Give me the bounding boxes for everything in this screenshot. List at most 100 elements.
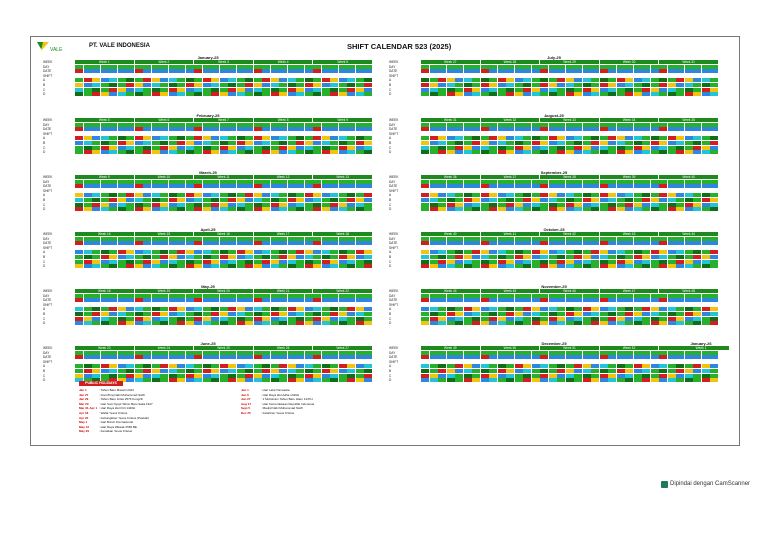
- shift-cell: [211, 141, 220, 145]
- shift-cell: [177, 198, 186, 202]
- shift-cell: [321, 127, 330, 132]
- shift-cell: [565, 78, 574, 83]
- shift-cell: [701, 122, 710, 127]
- shift-cell: [676, 321, 685, 326]
- shift-cell: [219, 141, 228, 145]
- shift-cell: [591, 145, 600, 150]
- week-header: Week 7: [194, 118, 253, 122]
- shift-cell: [489, 236, 498, 241]
- shift-cell: [591, 92, 600, 97]
- week-label: Week 22: [336, 289, 349, 293]
- row-label: DATE: [389, 69, 398, 74]
- shift-cell: [650, 92, 659, 97]
- shift-cell: [92, 193, 101, 198]
- shift-cell: [347, 92, 356, 97]
- shift-cell: [540, 321, 549, 326]
- shift-cell: [287, 145, 296, 150]
- shift-cell: [701, 150, 710, 155]
- shift-cell: [659, 122, 668, 127]
- week-label: Week 6: [158, 118, 170, 122]
- shift-cell: [438, 193, 447, 198]
- shift-cell: [117, 198, 126, 202]
- shift-cell: [455, 298, 464, 303]
- shift-cell: [701, 350, 710, 355]
- shift-cell: [557, 184, 566, 189]
- shift-cell: [557, 193, 566, 198]
- shift-cell: [574, 141, 583, 145]
- shift-cell: [625, 193, 634, 198]
- shift-cell: [143, 378, 152, 383]
- holiday-date: Jun 6: [241, 392, 249, 397]
- shift-cell: [429, 350, 438, 355]
- shift-cell: [219, 355, 228, 360]
- shift-cell: [194, 298, 203, 303]
- shift-cell: [117, 127, 126, 132]
- shift-cell: [506, 202, 515, 207]
- month-label: January-25: [197, 55, 219, 60]
- shift-cell: [625, 250, 634, 255]
- month-label: December-25: [541, 341, 567, 346]
- shift-cell: [480, 316, 489, 321]
- shift-cell: [676, 312, 685, 316]
- shift-cell: [296, 307, 305, 312]
- shift-cell: [338, 78, 347, 83]
- shift-cell: [202, 264, 211, 269]
- week-label: Week 47: [622, 289, 636, 293]
- shift-cell: [253, 321, 262, 326]
- shift-cell: [531, 202, 540, 207]
- shift-cell: [151, 193, 160, 198]
- shift-cell: [455, 83, 464, 87]
- shift-cell: [270, 78, 279, 83]
- shift-cell: [313, 241, 322, 246]
- shift-cell: [287, 179, 296, 184]
- shift-cell: [211, 193, 220, 198]
- shift-cell: [338, 355, 347, 360]
- shift-cell: [523, 378, 532, 383]
- shift-cell: [608, 122, 617, 127]
- shift-cell: [126, 364, 135, 369]
- shift-cell: [347, 378, 356, 383]
- shift-cell: [245, 355, 254, 360]
- shift-cell: [279, 150, 288, 155]
- shift-cell: [633, 236, 642, 241]
- shift-cell: [313, 264, 322, 269]
- shift-cell: [480, 184, 489, 189]
- shift-cell: [330, 373, 339, 378]
- shift-cell: [245, 364, 254, 369]
- shift-cell: [463, 373, 472, 378]
- shift-cell: [236, 321, 245, 326]
- shift-cell: [693, 236, 702, 241]
- shift-cell: [684, 64, 693, 69]
- shift-cell: [514, 293, 523, 298]
- shift-cell: [650, 378, 659, 383]
- month-label: October-25: [543, 227, 565, 232]
- holiday-name: : Kenaikan Yesus Kristus: [99, 429, 133, 434]
- shift-cell: [168, 179, 177, 184]
- week-header: Week 41: [480, 232, 540, 236]
- shift-cell: [429, 136, 438, 141]
- shift-cell: [446, 78, 455, 83]
- shift-cell: [313, 293, 322, 298]
- shift-cell: [160, 316, 169, 321]
- shift-cell: [455, 202, 464, 207]
- shift-cell: [616, 150, 625, 155]
- shift-cell: [253, 78, 262, 83]
- shift-cell: [245, 184, 254, 189]
- shift-cell: [177, 293, 186, 298]
- shift-cell: [126, 369, 135, 373]
- shift-cell: [100, 141, 109, 145]
- shift-cell: [523, 83, 532, 87]
- shift-cell: [608, 236, 617, 241]
- shift-cell: [455, 87, 464, 92]
- week-label: Week 33: [563, 118, 576, 122]
- shift-cell: [446, 378, 455, 383]
- shift-cell: [421, 122, 429, 127]
- shift-cell: [287, 369, 296, 373]
- shift-cell: [710, 312, 719, 316]
- shift-cell: [109, 141, 118, 145]
- shift-cell: [557, 207, 566, 212]
- shift-cell: [676, 264, 685, 269]
- shift-cell: [219, 145, 228, 150]
- shift-cell: [338, 122, 347, 127]
- shift-cell: [710, 207, 719, 212]
